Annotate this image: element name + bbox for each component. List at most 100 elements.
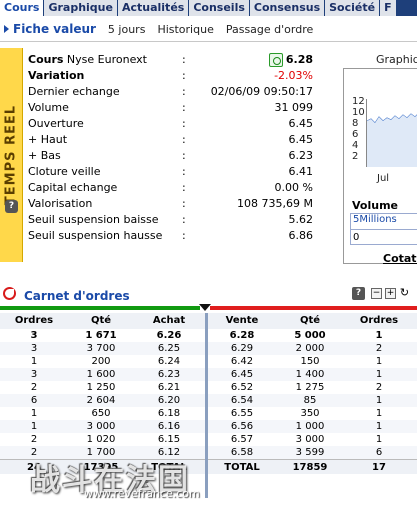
cell-vente: 6.57 — [230, 434, 254, 445]
triangle-down-icon — [199, 304, 211, 311]
y-tick: 8 — [352, 118, 359, 129]
help-icon[interactable]: ? — [5, 200, 18, 213]
cell-ordres-buy: 3 — [30, 369, 38, 380]
tab-cours[interactable]: Cours — [0, 0, 45, 16]
colon: : — [182, 165, 186, 178]
col-qte-buy: Qté — [90, 315, 112, 326]
subnav-5-jours[interactable]: 5 jours — [107, 22, 146, 36]
total-ordres-buy: 24 — [27, 462, 41, 473]
cours-label: Cours — [28, 53, 64, 66]
info-row-haut: + Haut : 6.45 — [28, 132, 313, 148]
volume-title: Volume — [352, 199, 398, 212]
order-book-row: 1 3 000 6.16 6.56 1 000 1 — [0, 420, 417, 433]
info-value: 02/06/09 09:50:17 — [210, 85, 313, 98]
order-book-row: 2 1 250 6.21 6.52 1 275 2 — [0, 381, 417, 394]
total-qte-sell: 17859 — [292, 462, 328, 473]
info-label: Capital echange — [28, 181, 118, 194]
cotation-link[interactable]: Cotati — [383, 252, 417, 265]
refresh-circle-icon — [3, 287, 16, 300]
cell-vente: 6.58 — [230, 447, 254, 458]
top-tabs: Cours Graphique Actualités Conseils Cons… — [0, 0, 417, 16]
volume-scale-zero: 0 — [353, 232, 360, 243]
info-value: 6.45 — [288, 117, 314, 130]
cell-vente: 6.55 — [230, 408, 254, 419]
y-tick: 12 — [352, 96, 365, 107]
tab-graphique[interactable]: Graphique — [44, 0, 118, 16]
cell-ordres-buy: 1 — [30, 421, 38, 432]
price-plot — [366, 99, 417, 167]
expand-icon[interactable]: + — [385, 288, 396, 299]
divider — [0, 41, 417, 42]
cell-ordres-sell: 1 — [375, 330, 383, 341]
tab-more[interactable]: F — [380, 0, 397, 16]
colon: : — [182, 101, 186, 114]
info-value: 31 099 — [274, 101, 314, 114]
colon: : — [182, 53, 186, 66]
total-label-sell: TOTAL — [224, 462, 260, 473]
chart-title[interactable]: Graphiq — [376, 53, 417, 66]
colon: : — [182, 149, 186, 162]
cell-achat: 6.15 — [157, 434, 181, 445]
subnav-passage-ordre[interactable]: Passage d'ordre — [225, 22, 314, 36]
cell-achat: 6.26 — [156, 330, 182, 341]
cell-ordres-sell: 1 — [375, 421, 383, 432]
arrow-right-icon — [4, 25, 9, 33]
tab-societe[interactable]: Société — [325, 0, 381, 16]
tab-consensus[interactable]: Consensus — [249, 0, 326, 16]
col-qte-sell: Qté — [299, 315, 321, 326]
order-book: Ordres Qté Achat Vente Qté Ordres 3 1 671… — [0, 313, 417, 474]
x-tick: Jul — [377, 173, 390, 184]
volume-scale-top: 5Millions — [353, 214, 397, 225]
help-icon[interactable]: ? — [352, 287, 365, 300]
info-label: Ouverture — [28, 117, 84, 130]
buy-bar — [0, 306, 200, 310]
cell-qte-buy: 1 020 — [86, 434, 116, 445]
cell-qte-sell: 1 275 — [295, 382, 325, 393]
y-tick: 4 — [352, 140, 359, 151]
info-row-dernier-echange: Dernier echange : 02/06/09 09:50:17 — [28, 84, 313, 100]
info-value: 6.41 — [288, 165, 314, 178]
mini-chart[interactable]: 12 10 8 6 4 2 Jul Volume 5Millions 0 — [343, 68, 417, 264]
subnav-fiche-valeur[interactable]: Fiche valeur — [13, 22, 96, 36]
power-icon[interactable] — [269, 53, 283, 67]
info-label: Seuil suspension baisse — [28, 213, 159, 226]
info-value: 108 735,69 M — [237, 197, 313, 210]
order-book-row: 6 2 604 6.20 6.54 85 1 — [0, 394, 417, 407]
cell-ordres-sell: 1 — [375, 434, 383, 445]
info-label: + Haut — [28, 133, 68, 146]
info-row-seuil-baisse: Seuil suspension baisse : 5.62 — [28, 212, 313, 228]
cell-ordres-buy: 3 — [30, 330, 38, 341]
cell-ordres-buy: 2 — [30, 382, 38, 393]
cell-ordres-buy: 2 — [30, 447, 38, 458]
cell-qte-buy: 1 600 — [86, 369, 116, 380]
cell-ordres-sell: 1 — [375, 395, 383, 406]
info-row-seuil-hausse: Seuil suspension hausse : 6.86 — [28, 228, 313, 244]
total-ordres-sell: 17 — [372, 462, 386, 473]
cours-market: Nyse Euronext — [63, 53, 147, 66]
cell-achat: 6.20 — [157, 395, 181, 406]
subnav-historique[interactable]: Historique — [157, 22, 214, 36]
col-achat: Achat — [152, 315, 186, 326]
variation-value: -2.03% — [274, 69, 313, 82]
cell-qte-sell: 3 599 — [295, 447, 325, 458]
variation-label: Variation — [28, 69, 85, 82]
collapse-icon[interactable]: − — [371, 288, 382, 299]
order-book-row: 3 3 700 6.25 6.29 2 000 2 — [0, 342, 417, 355]
y-tick: 6 — [352, 129, 359, 140]
cell-qte-sell: 2 000 — [295, 343, 325, 354]
order-book-total: 24 17395 TOTAL TOTAL 17859 17 — [0, 459, 417, 474]
order-book-row: 1 200 6.24 6.42 150 1 — [0, 355, 417, 368]
cell-vente: 6.45 — [230, 369, 254, 380]
info-label: Volume — [28, 101, 69, 114]
tab-actualites[interactable]: Actualités — [117, 0, 190, 16]
info-value: 6.23 — [288, 149, 314, 162]
refresh-icon[interactable]: ↻ — [399, 286, 410, 299]
cell-qte-sell: 150 — [300, 356, 320, 367]
info-value: 5.62 — [288, 213, 314, 226]
colon: : — [182, 197, 186, 210]
tab-conseils[interactable]: Conseils — [189, 0, 250, 16]
watermark-url: www.revefrance.com — [84, 487, 200, 500]
cell-ordres-sell: 2 — [375, 343, 383, 354]
cell-qte-buy: 1 700 — [86, 447, 116, 458]
cell-qte-buy: 3 700 — [86, 343, 116, 354]
